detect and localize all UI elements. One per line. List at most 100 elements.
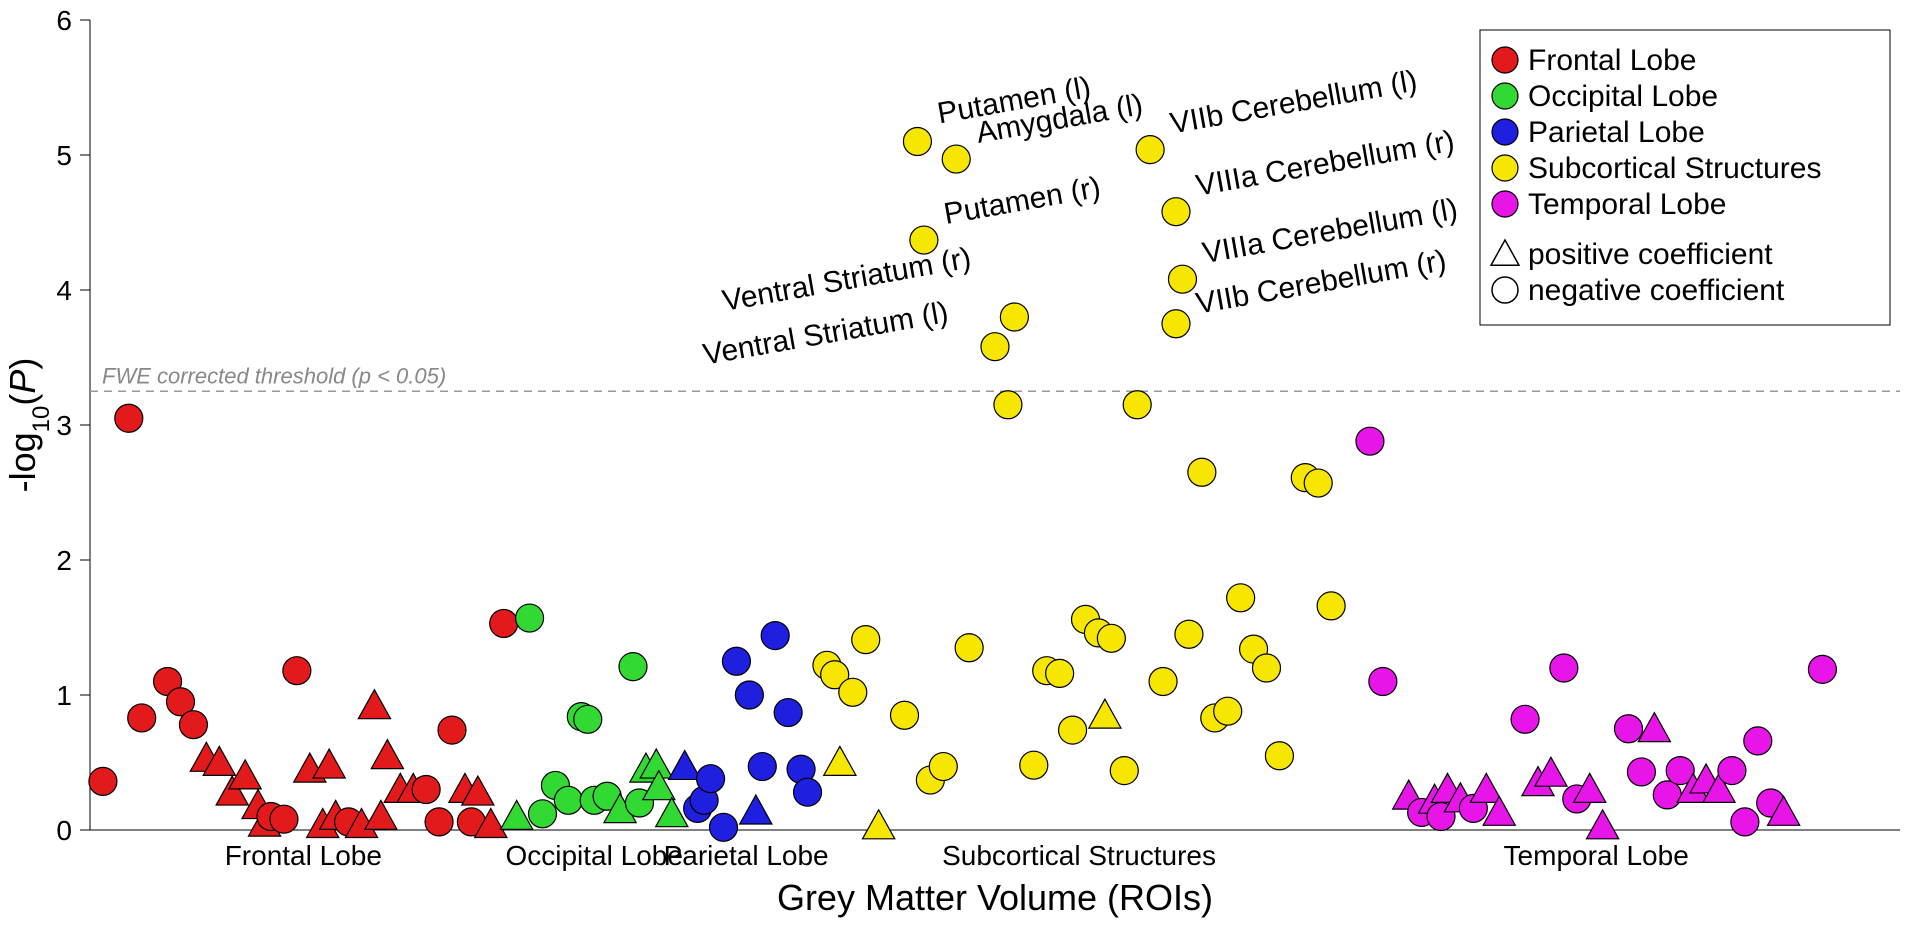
- data-point: [1162, 198, 1190, 226]
- data-point: [1136, 136, 1164, 164]
- legend-marker: [1492, 47, 1518, 73]
- data-point: [994, 391, 1022, 419]
- legend-marker: [1492, 83, 1518, 109]
- point-label: VIIb Cerebellum (l): [1168, 65, 1420, 141]
- data-point: [1253, 654, 1281, 682]
- point-label: VIIIa Cerebellum (r): [1193, 125, 1457, 203]
- data-point: [839, 678, 867, 706]
- data-point: [574, 705, 602, 733]
- data-point: [516, 604, 544, 632]
- data-point: [824, 746, 856, 775]
- data-point: [1369, 668, 1397, 696]
- data-point: [955, 634, 983, 662]
- data-point: [1356, 427, 1384, 455]
- data-point: [852, 626, 880, 654]
- legend-label: Parietal Lobe: [1528, 116, 1705, 149]
- data-point: [1627, 758, 1655, 786]
- category-label: Frontal Lobe: [225, 840, 382, 871]
- data-point: [89, 767, 117, 795]
- data-point: [1188, 458, 1216, 486]
- data-point: [501, 800, 533, 829]
- data-point: [697, 765, 725, 793]
- data-point: [1653, 781, 1681, 809]
- data-point: [1317, 592, 1345, 620]
- data-point: [1214, 697, 1242, 725]
- data-point: [1808, 655, 1836, 683]
- svg-text:1: 1: [56, 680, 72, 711]
- data-point: [1470, 773, 1502, 802]
- data-point: [425, 808, 453, 836]
- data-point: [1511, 705, 1539, 733]
- data-point: [1615, 715, 1643, 743]
- x-axis-label: Grey Matter Volume (ROIs): [777, 877, 1213, 918]
- svg-text:3: 3: [56, 410, 72, 441]
- data-point: [761, 622, 789, 650]
- legend-label: negative coefficient: [1528, 274, 1785, 307]
- data-point: [740, 795, 772, 824]
- category-label: Temporal Lobe: [1504, 840, 1689, 871]
- data-point: [438, 716, 466, 744]
- legend-label: positive coefficient: [1528, 238, 1773, 271]
- data-point: [412, 776, 440, 804]
- point-label: Putamen (r): [941, 171, 1103, 231]
- svg-text:5: 5: [56, 140, 72, 171]
- data-point: [1059, 716, 1087, 744]
- legend-label: Occipital Lobe: [1528, 80, 1718, 113]
- data-point: [863, 810, 895, 839]
- data-point: [1731, 808, 1759, 836]
- svg-text:2: 2: [56, 545, 72, 576]
- data-point: [1718, 757, 1746, 785]
- data-point: [115, 404, 143, 432]
- data-point: [1744, 727, 1772, 755]
- data-point: [283, 657, 311, 685]
- data-point: [1123, 391, 1151, 419]
- legend-label: Subcortical Structures: [1528, 152, 1821, 185]
- data-point: [1227, 584, 1255, 612]
- data-point: [619, 653, 647, 681]
- data-point: [656, 798, 688, 827]
- data-point: [891, 701, 919, 729]
- data-point: [358, 690, 390, 719]
- data-point: [1550, 654, 1578, 682]
- category-label: Subcortical Structures: [942, 840, 1216, 871]
- legend-marker: [1492, 191, 1518, 217]
- data-point: [1265, 742, 1293, 770]
- data-point: [365, 800, 397, 829]
- data-point: [1638, 713, 1670, 742]
- data-point: [128, 704, 156, 732]
- svg-text:4: 4: [56, 275, 72, 306]
- legend-marker: [1492, 155, 1518, 181]
- data-point: [722, 647, 750, 675]
- category-label: Parietal Lobe: [664, 840, 829, 871]
- data-point: [1587, 810, 1619, 839]
- data-point: [981, 333, 1009, 361]
- data-point: [1046, 659, 1074, 687]
- data-point: [748, 753, 776, 781]
- data-point: [929, 753, 957, 781]
- svg-text:0: 0: [56, 815, 72, 846]
- data-point: [794, 778, 822, 806]
- data-point: [1304, 469, 1332, 497]
- svg-text:FWE corrected threshold (p < 0: FWE corrected threshold (p < 0.05): [102, 363, 446, 388]
- data-point: [371, 740, 403, 769]
- data-point: [490, 609, 518, 637]
- data-point: [903, 128, 931, 156]
- legend-marker: [1492, 119, 1518, 145]
- data-point: [735, 681, 763, 709]
- data-point: [313, 749, 345, 778]
- svg-text:-log10(P): -log10(P): [2, 358, 55, 493]
- data-point: [1110, 757, 1138, 785]
- legend-label: Temporal Lobe: [1528, 188, 1726, 221]
- data-point: [1175, 620, 1203, 648]
- svg-text:6: 6: [56, 5, 72, 36]
- data-point: [669, 750, 701, 779]
- data-point: [1149, 668, 1177, 696]
- data-point: [710, 813, 738, 841]
- data-point: [1168, 265, 1196, 293]
- data-point: [942, 145, 970, 173]
- data-point: [1020, 751, 1048, 779]
- data-point: [270, 805, 298, 833]
- data-point: [1097, 624, 1125, 652]
- legend-label: Frontal Lobe: [1528, 44, 1696, 77]
- data-point: [774, 699, 802, 727]
